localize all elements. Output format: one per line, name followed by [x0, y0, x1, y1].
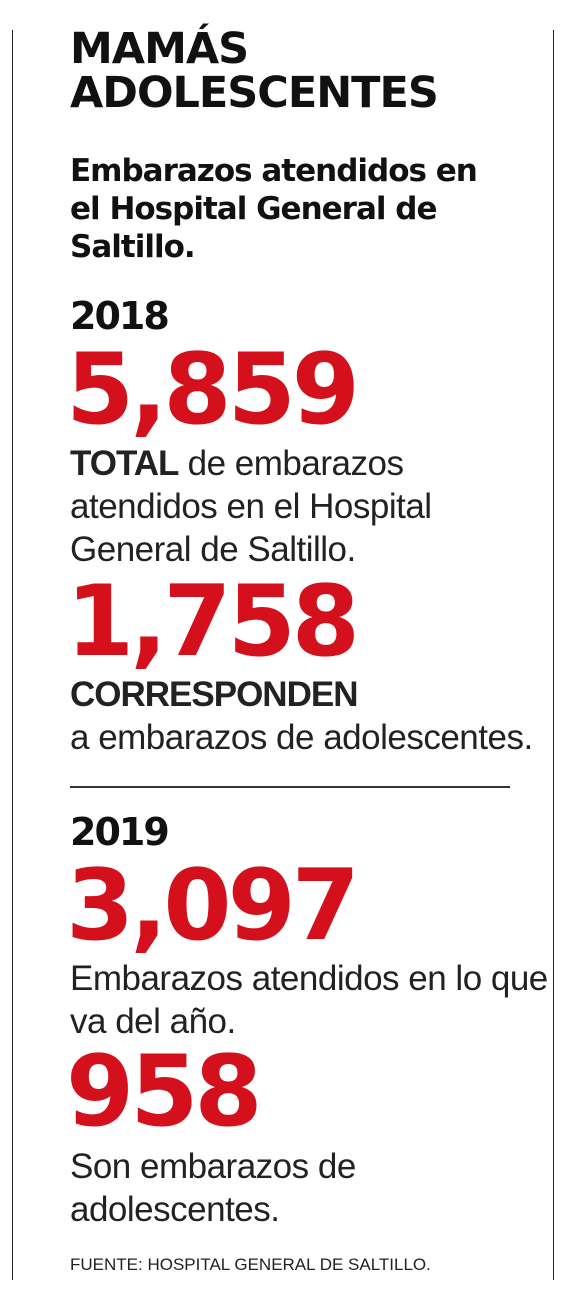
stat-adolescents-2018-emphasis: CORRESPONDEN — [70, 675, 358, 714]
title-line-2: ADOLESCENTES — [70, 68, 439, 118]
year-2019-label: 2019 — [70, 810, 170, 854]
left-border-rule — [12, 30, 13, 1280]
stat-adolescents-2019-description: Son embarazos de adolescentes. — [70, 1147, 356, 1229]
stat-adolescents-2019-value: 958 — [66, 1035, 263, 1149]
stat-adolescents-2018-description: CORRESPONDEN a embarazos de adolescentes. — [70, 673, 550, 759]
stat-total-2018-description: TOTAL de embarazos atendidos en el Hospi… — [70, 442, 550, 571]
stat-total-2018-text: de embarazos atendidos en el Hospital Ge… — [70, 444, 432, 569]
year-2018-label: 2018 — [70, 294, 170, 338]
stat-total-2019-value: 3,097 — [66, 849, 360, 963]
section-divider — [70, 786, 510, 788]
title-line-1: MAMÁS — [70, 24, 249, 74]
source-credit: FUENTE: HOSPITAL GENERAL DE SALTILLO. — [70, 1255, 431, 1274]
stat-total-2019-description: Embarazos atendidos en lo que va del año… — [70, 959, 548, 1041]
stat-adolescents-2018-value: 1,758 — [66, 565, 360, 679]
subtitle: Embarazos atendidos en el Hospital Gener… — [70, 153, 478, 265]
page-title: MAMÁS ADOLESCENTES — [70, 24, 439, 118]
stat-total-2018-emphasis: TOTAL — [70, 444, 179, 483]
stat-total-2018-value: 5,859 — [66, 333, 360, 447]
stat-adolescents-2018-text: a embarazos de adolescentes. — [70, 718, 533, 757]
right-border-rule — [553, 30, 554, 1280]
